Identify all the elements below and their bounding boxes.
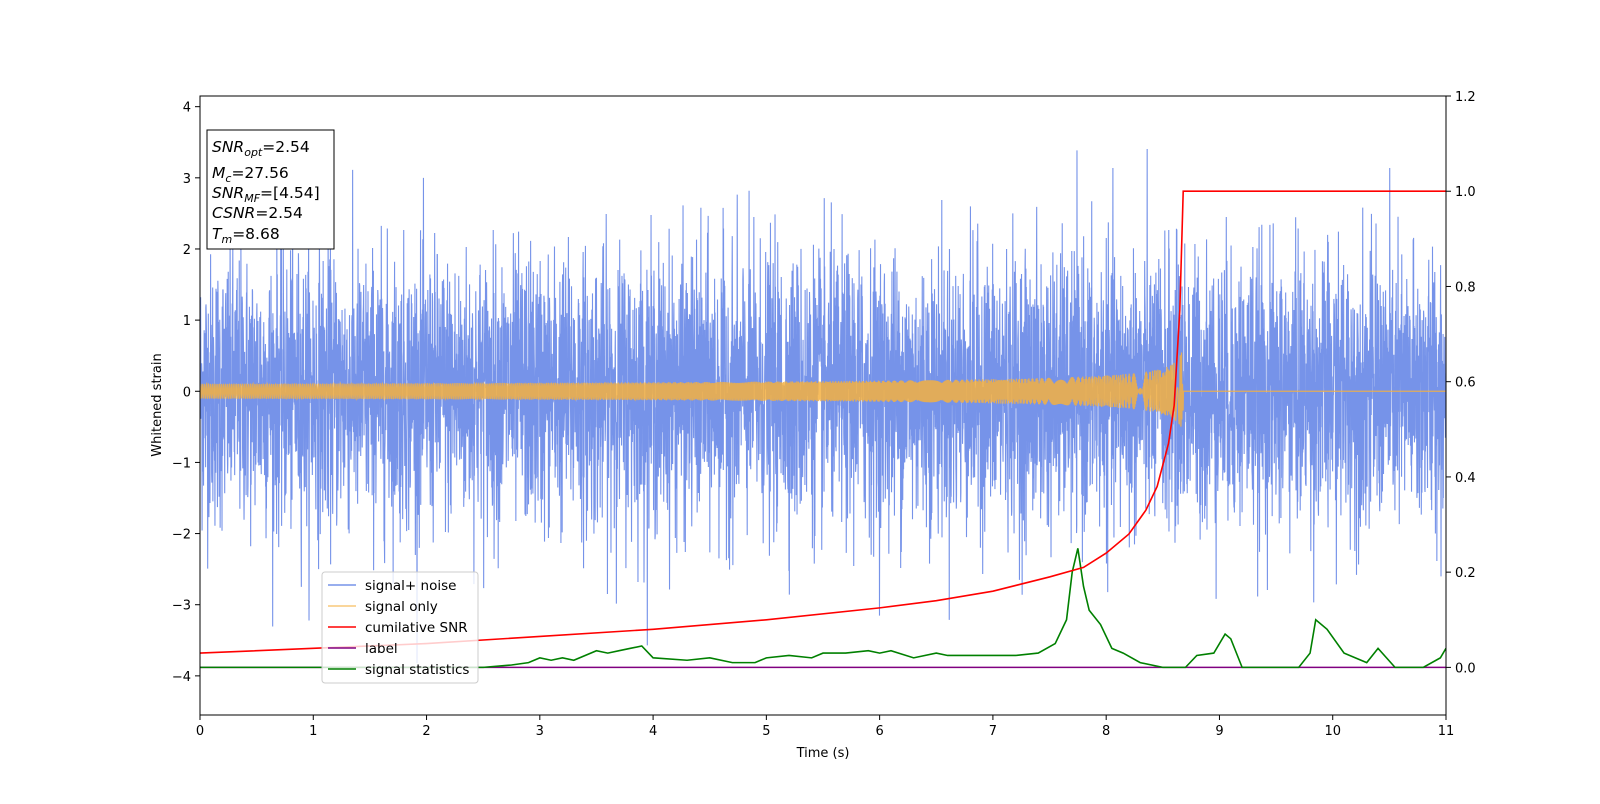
info-box-frame <box>206 129 335 250</box>
left-tick-label--3: −3 <box>172 599 191 614</box>
left-tick-label-4: 4 <box>183 101 191 116</box>
left-tick-label-3: 3 <box>183 172 191 187</box>
info-value: =8.68 <box>232 225 280 243</box>
x-tick-label-5: 5 <box>762 724 770 739</box>
x-tick-label-7: 7 <box>989 724 997 739</box>
legend-frame <box>321 571 479 684</box>
x-tick-label-6: 6 <box>875 724 883 739</box>
x-axis: 0 1 2 3 4 5 6 7 8 9 10 11 <box>196 715 1454 739</box>
legend-label-3: label <box>365 641 398 657</box>
left-tick-label--2: −2 <box>172 528 191 543</box>
x-tick-label-1: 1 <box>309 724 317 739</box>
left-tick-label-1: 1 <box>183 314 191 329</box>
y-axis-label: Whitened strain <box>150 353 165 456</box>
info-line-1: Mc=27.56 <box>212 164 289 185</box>
legend-label-2: cumilative SNR <box>365 620 468 636</box>
info-value: =27.56 <box>231 164 288 182</box>
left-y-axis: 4 3 2 1 0 −1 −2 −3 −4 <box>172 101 200 685</box>
info-subscript: opt <box>244 146 263 159</box>
left-tick-label-0: 0 <box>183 385 191 400</box>
x-tick-label-10: 10 <box>1324 724 1341 739</box>
right-tick-label-0.6: 0.6 <box>1455 376 1476 391</box>
x-tick-label-8: 8 <box>1102 724 1110 739</box>
right-tick-label-0.8: 0.8 <box>1455 280 1476 295</box>
info-subscript: m <box>221 233 232 246</box>
info-value: =[4.54] <box>260 184 320 202</box>
left-tick-label--4: −4 <box>172 670 191 685</box>
left-tick-label--1: −1 <box>172 456 191 471</box>
x-tick-label-3: 3 <box>536 724 544 739</box>
series-signal-only <box>200 352 1446 427</box>
legend-label-1: signal only <box>365 599 438 615</box>
left-tick-label-2: 2 <box>183 243 191 258</box>
x-tick-label-4: 4 <box>649 724 657 739</box>
info-subscript: MF <box>244 192 260 205</box>
right-tick-label-0: 0.0 <box>1455 661 1476 676</box>
plot-frame <box>199 95 1447 716</box>
info-symbol: SNR <box>212 184 244 202</box>
info-subscript: c <box>225 172 231 185</box>
info-symbol: M <box>212 164 225 182</box>
info-box: SNRopt=2.54Mc=27.56SNRMF=[4.54]CSNR=2.54… <box>206 129 335 250</box>
legend-label-4: signal statistics <box>365 662 469 678</box>
legend-label-0: signal+ noise <box>365 578 456 594</box>
x-tick-label-9: 9 <box>1215 724 1223 739</box>
right-y-axis: 1.2 1.0 0.8 0.6 0.4 0.2 0.0 <box>1446 90 1476 676</box>
x-tick-label-2: 2 <box>422 724 430 739</box>
info-line-2: SNRMF=[4.54] <box>212 184 320 205</box>
legend: signal+ noise signal only cumilative SNR la… <box>321 571 479 684</box>
info-symbol: T <box>212 225 223 243</box>
info-line-3: CSNR=2.54 <box>212 204 303 222</box>
right-tick-label-1.2: 1.2 <box>1455 90 1476 105</box>
series-cumulative-snr <box>200 190 1446 654</box>
right-tick-label-1: 1.0 <box>1455 185 1476 200</box>
series-signal-statistics <box>200 548 1446 669</box>
right-tick-label-0.4: 0.4 <box>1455 471 1476 486</box>
info-line-4: Tm=8.68 <box>212 225 280 246</box>
right-tick-label-0.2: 0.2 <box>1455 566 1476 581</box>
x-axis-label: Time (s) <box>796 746 850 761</box>
info-symbol: SNR <box>212 138 244 156</box>
info-line-0: SNRopt=2.54 <box>212 138 310 159</box>
x-tick-label-0: 0 <box>196 724 204 739</box>
info-value: =2.54 <box>262 138 310 156</box>
x-tick-label-11: 11 <box>1438 724 1455 739</box>
info-symbol: CSNR <box>212 204 255 222</box>
series-signal-noise <box>200 149 1446 664</box>
info-value: =2.54 <box>255 204 303 222</box>
